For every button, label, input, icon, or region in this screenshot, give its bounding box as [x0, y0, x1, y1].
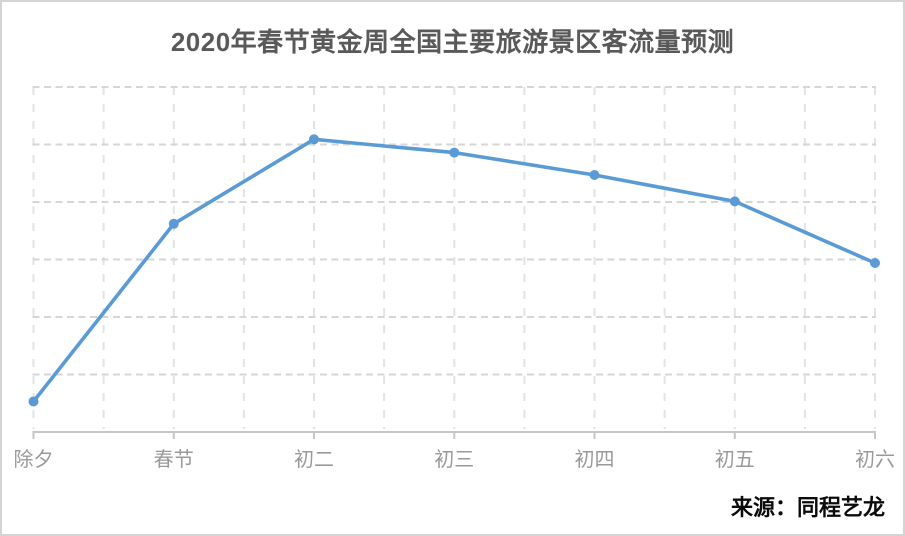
x-axis-labels: 除夕 春节 初二 初三 初四 初五 初六 [14, 448, 896, 471]
vertical-gridlines [32, 87, 876, 429]
data-point [729, 196, 740, 207]
data-point [589, 170, 600, 180]
x-axis [32, 431, 876, 439]
data-points [28, 134, 880, 407]
x-axis-label: 初六 [855, 448, 895, 471]
source-attribution: 来源：同程艺龙 [730, 495, 885, 520]
data-point [309, 134, 319, 145]
chart-title: 2020年春节黄金周全国主要旅游景区客流量预测 [170, 27, 735, 57]
x-axis-label: 初三 [434, 448, 474, 471]
x-axis-label: 初四 [575, 448, 615, 471]
x-axis-label: 除夕 [14, 448, 54, 471]
data-point [870, 258, 880, 268]
data-point [168, 218, 179, 229]
data-point [28, 396, 39, 407]
x-axis-label: 春节 [154, 448, 194, 471]
x-axis-label: 初五 [715, 448, 755, 471]
x-axis-label: 初二 [294, 448, 334, 471]
data-point [449, 147, 460, 158]
